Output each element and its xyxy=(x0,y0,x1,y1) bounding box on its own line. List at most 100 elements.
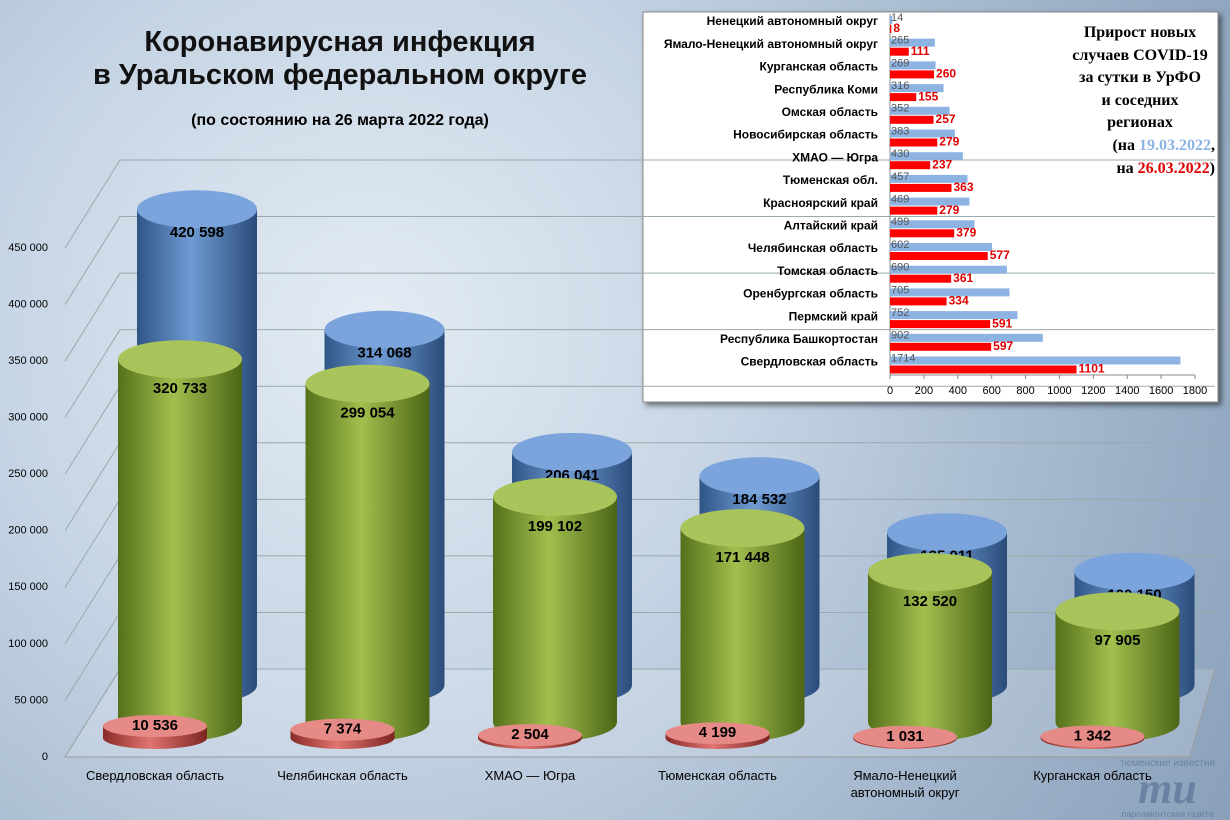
value-label: 269 xyxy=(891,57,909,69)
x-tick-label: ХМАО — Югра xyxy=(484,768,576,783)
x-tick-label: Тюменская область xyxy=(658,768,777,783)
legend-text: , xyxy=(1211,137,1215,154)
bar xyxy=(890,38,935,47)
value-label: 97 905 xyxy=(1095,632,1141,649)
value-label: 1 031 xyxy=(886,728,924,745)
value-label: 171 448 xyxy=(715,549,769,566)
value-label: 184 532 xyxy=(732,491,786,508)
value-label: 420 598 xyxy=(170,224,224,241)
bar xyxy=(890,61,936,70)
bar xyxy=(890,106,950,115)
bar xyxy=(890,129,955,138)
bar xyxy=(890,84,944,93)
y-tick-label: Пермский край xyxy=(789,309,878,323)
x-tick-label: 1200 xyxy=(1081,385,1105,397)
y-tick-label: Алтайский край xyxy=(784,218,878,232)
y-tick-label: Оренбургская область xyxy=(743,287,878,301)
y-tick-label: 150 000 xyxy=(8,581,48,593)
value-label: 8 xyxy=(893,21,900,35)
value-label: 752 xyxy=(891,307,909,319)
bar xyxy=(890,115,934,124)
inset-title-line: и соседних xyxy=(1101,91,1179,109)
title-line: в Уральском федеральном округе xyxy=(92,59,588,91)
x-tick-label: Челябинская область xyxy=(277,768,408,783)
value-label: 379 xyxy=(956,225,976,239)
value-label: 352 xyxy=(891,103,909,115)
legend-entry: 19.03.2022 xyxy=(1139,137,1211,154)
y-tick-label: 300 000 xyxy=(8,412,48,424)
x-tick-label: 1000 xyxy=(1047,385,1071,397)
title-line: Коронавирусная инфекция xyxy=(144,26,536,58)
y-tick-label: 400 000 xyxy=(8,298,48,310)
bar xyxy=(890,229,955,238)
bar xyxy=(890,333,1043,342)
value-label: 299 054 xyxy=(340,405,395,422)
value-label: 155 xyxy=(918,89,938,103)
legend-entry: 26.03.2022 xyxy=(1137,159,1210,177)
x-tick-label: 800 xyxy=(1016,385,1034,397)
grid-line xyxy=(64,159,1215,249)
subtitle: (по состоянию на 26 марта 2022 года) xyxy=(191,112,489,129)
value-label: 383 xyxy=(891,125,909,137)
value-label: 430 xyxy=(891,148,909,160)
value-label: 265 xyxy=(891,35,909,47)
y-tick-label: Свердловская область xyxy=(741,355,878,369)
cylinder-top xyxy=(137,190,257,229)
value-label: 199 102 xyxy=(528,518,582,535)
y-tick-label: Томская область xyxy=(777,264,878,278)
bar xyxy=(890,220,975,229)
bar xyxy=(890,274,952,283)
value-label: 279 xyxy=(939,135,959,149)
legend-text: ) xyxy=(1209,159,1215,177)
y-tick-label: Тюменская обл. xyxy=(783,173,878,187)
value-label: 316 xyxy=(891,80,909,92)
legend-text: на xyxy=(1116,159,1134,177)
bar xyxy=(890,183,952,192)
bar xyxy=(890,265,1007,274)
y-tick-label: 250 000 xyxy=(8,468,48,480)
watermark: тюменские известия ти парламентская газе… xyxy=(1110,758,1225,819)
watermark-logo: ти xyxy=(1138,764,1197,813)
bar xyxy=(890,288,1010,297)
value-label: 257 xyxy=(936,112,956,126)
value-label: 2 504 xyxy=(511,726,549,743)
cylinder xyxy=(118,359,242,722)
cylinder-top xyxy=(887,513,1007,552)
x-tick-label: 400 xyxy=(949,385,967,397)
value-label: 279 xyxy=(939,203,959,217)
cylinder-top xyxy=(493,477,617,516)
bar xyxy=(890,138,938,147)
bar xyxy=(890,152,963,161)
y-tick-label: Омская область xyxy=(782,105,878,119)
cylinder-top xyxy=(1055,592,1180,631)
bar xyxy=(890,206,938,215)
cylinder-top xyxy=(103,715,207,738)
x-tick-label: 1800 xyxy=(1183,385,1207,397)
y-tick-label: 100 000 xyxy=(8,638,48,650)
watermark-text: парламентская газета xyxy=(1121,809,1214,819)
bar xyxy=(890,174,968,183)
bar xyxy=(890,161,931,170)
value-label: 361 xyxy=(953,271,973,285)
value-label: 1714 xyxy=(891,352,915,364)
cylinder-top xyxy=(324,310,445,349)
y-tick-label: Республика Башкортостан xyxy=(720,332,878,346)
grid-line xyxy=(64,272,1215,362)
value-label: 320 733 xyxy=(153,380,207,397)
x-tick-label: Свердловская область xyxy=(85,768,225,783)
value-label: 314 068 xyxy=(357,345,411,362)
value-label: 237 xyxy=(932,157,952,171)
value-label: 577 xyxy=(990,248,1010,262)
bar xyxy=(890,320,991,329)
cylinder-top xyxy=(290,718,395,741)
cylinder-top xyxy=(868,553,992,592)
cylinder-top xyxy=(118,340,242,379)
value-label: 591 xyxy=(992,316,1012,330)
cylinder-top xyxy=(680,509,805,548)
bar xyxy=(890,93,917,102)
cylinder-top xyxy=(853,725,957,748)
watermark-text: тюменские известия xyxy=(1120,758,1215,769)
value-label: 7 374 xyxy=(324,721,362,738)
inset-legend: (на 19.03.2022, на 26.03.2022) xyxy=(1045,135,1215,180)
grid-line xyxy=(64,329,1215,418)
